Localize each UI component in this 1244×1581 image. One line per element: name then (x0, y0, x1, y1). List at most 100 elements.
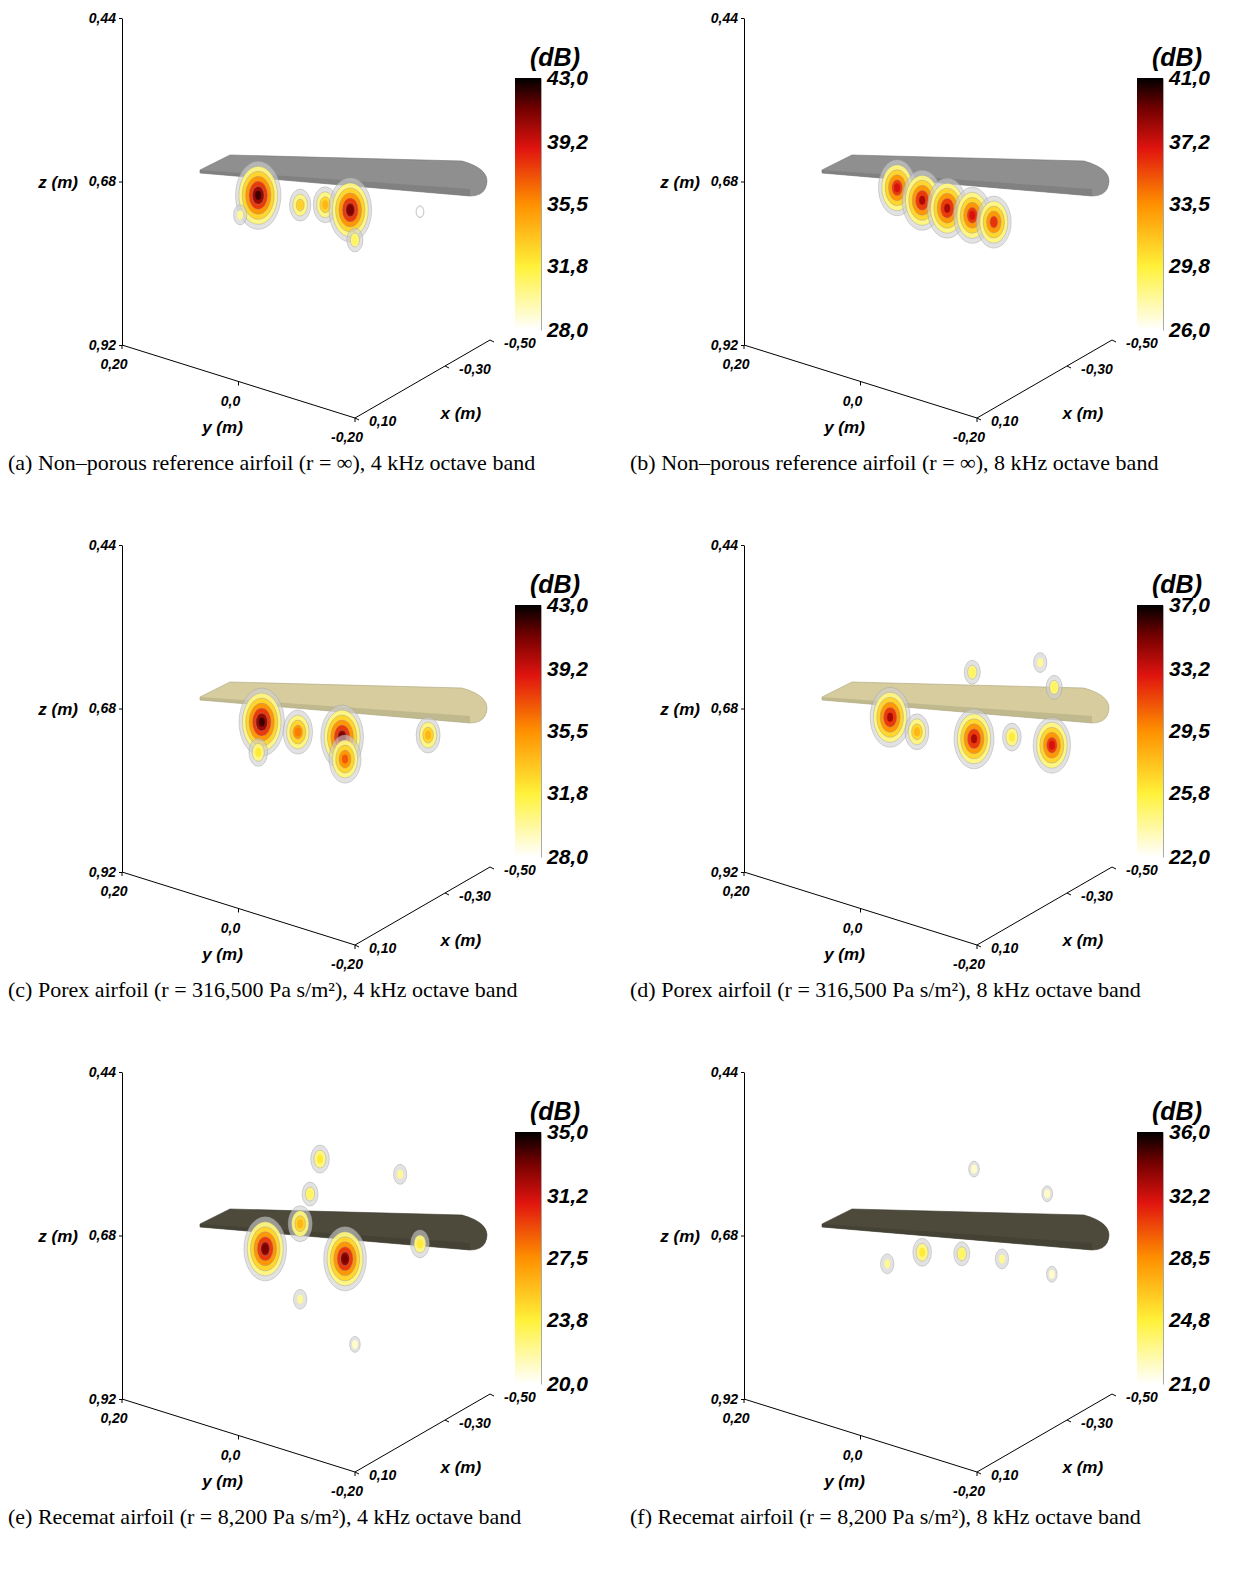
noise-source (350, 1336, 361, 1352)
source-core (322, 200, 328, 209)
z-tick: 0,68 (711, 173, 744, 189)
y-tick-mark (238, 1436, 239, 1440)
z-tick-label: 0,92 (711, 337, 738, 353)
isosurface-layer (294, 1289, 307, 1309)
y-tick-label: 0,0 (843, 393, 863, 409)
isosurface-layer (337, 1247, 353, 1271)
panel: 0,440,680,920,200,0-0,200,10-0,30-0,50z … (8, 10, 588, 475)
colorbar-tick: 32,2 (1163, 1184, 1210, 1207)
colorbar-tick: 20,0 (541, 1372, 588, 1395)
z-tick-mark (119, 18, 122, 19)
x-tick-mark (1112, 340, 1116, 342)
isosurface-layer (1034, 653, 1047, 673)
z-tick-mark (741, 709, 744, 710)
isosurface-layer (964, 724, 984, 754)
z-tick-mark (119, 545, 122, 546)
isosurface-layer (1006, 728, 1018, 746)
colorbar-tick: 31,8 (541, 254, 588, 277)
colorbar-tick: 33,5 (1163, 192, 1210, 215)
x-axis-title: x (m) (440, 1458, 482, 1477)
colorbar-tick-label: 31,2 (547, 1184, 588, 1207)
isosurface-layer (340, 1252, 349, 1266)
colorbar-tick: 23,8 (541, 1308, 588, 1331)
isosurface-layer (329, 735, 361, 783)
isosurface-layer (254, 1232, 277, 1266)
x-tick-label: -0,50 (1126, 1389, 1158, 1405)
colorbar-tick-label: 33,5 (1169, 192, 1210, 215)
colorbar-axis-line (1163, 1133, 1164, 1385)
y-tick-mark (744, 872, 745, 876)
isosurface-layer (913, 1238, 932, 1266)
y-tick-mark (860, 1436, 861, 1440)
x-tick-mark (1067, 1420, 1071, 1422)
y-tick-label: 0,20 (100, 356, 127, 372)
isosurface-layer (330, 1237, 359, 1281)
isosurface-layer (990, 216, 998, 228)
z-tick: 0,44 (711, 10, 744, 26)
x-axis: 0,10-0,30-0,50 (977, 1389, 1158, 1483)
noise-source (416, 206, 424, 218)
isosurface-layer (1050, 680, 1059, 694)
isosurface-layer (302, 1182, 318, 1206)
y-tick-mark (860, 909, 861, 913)
isosurface-layer (1033, 717, 1070, 773)
z-tick-label: 0,92 (89, 337, 116, 353)
z-axis: 0,440,680,92 (89, 537, 123, 880)
colorbar-tick: 29,5 (1163, 719, 1210, 742)
z-tick: 0,68 (711, 1227, 744, 1243)
source-core (297, 1219, 303, 1228)
source-core (1049, 1270, 1055, 1279)
noise-source (416, 717, 440, 753)
source-core (919, 196, 925, 205)
isosurface-layer (247, 1222, 283, 1276)
isosurface-layer (305, 1187, 314, 1201)
source-core (342, 1254, 348, 1263)
noise-source (1046, 675, 1062, 699)
source-core (352, 235, 358, 244)
isosurface-layer (292, 1211, 309, 1237)
isosurface-layer (242, 171, 274, 219)
x-tick-label: -0,30 (1081, 361, 1113, 377)
x-tick-label: -0,30 (1081, 888, 1113, 904)
y-axis: 0,200,0-0,20 (722, 1399, 985, 1499)
colorbar-axis: 22,025,829,533,237,0 (1163, 593, 1210, 868)
caption-line: (a) Non–porous reference airfoil (r = ∞)… (8, 450, 535, 475)
z-tick-label: 0,44 (89, 10, 116, 26)
x-tick-mark (445, 1420, 449, 1422)
source-core (991, 218, 997, 227)
source-core (919, 1248, 925, 1257)
isosurface-layer (416, 206, 424, 218)
source-core (259, 718, 265, 727)
y-tick-label: 0,0 (221, 920, 241, 936)
colorbar-title: (dB) (530, 43, 580, 71)
z-tick-mark (741, 182, 744, 183)
isosurface-layer (1043, 732, 1060, 758)
source-core (307, 1190, 313, 1199)
caption-line: (b) Non–porous reference airfoil (r = ∞)… (630, 450, 1158, 475)
y-tick-mark (238, 382, 239, 386)
z-tick: 0,92 (711, 864, 744, 880)
colorbar-tick: 31,2 (541, 1184, 588, 1207)
plot-area (200, 682, 487, 783)
isosurface-layer (295, 1216, 306, 1232)
x-tick-mark (445, 366, 449, 368)
z-tick-mark (119, 709, 122, 710)
source-core (255, 748, 261, 757)
noise-source (954, 1242, 970, 1266)
x-tick-label: -0,50 (504, 335, 536, 351)
y-tick-label: 0,0 (843, 1447, 863, 1463)
colorbar-axis: 21,024,828,532,236,0 (1163, 1120, 1210, 1395)
plot-area (200, 1145, 487, 1352)
y-tick-label: 0,0 (221, 393, 241, 409)
z-axis-title: z (m) (659, 1227, 700, 1246)
isosurface-layer (347, 228, 363, 252)
isosurface-layer (256, 713, 268, 731)
y-tick-label: 0,20 (722, 356, 749, 372)
panel: 0,440,680,920,200,0-0,200,10-0,30-0,50z … (630, 1064, 1210, 1529)
isosurface-layer (290, 189, 311, 221)
colorbar-tick: 29,8 (1163, 254, 1210, 277)
isosurface-layer (342, 198, 358, 222)
colorbar-tick-label: 35,5 (547, 719, 588, 742)
z-tick: 0,44 (89, 537, 122, 553)
z-tick-label: 0,68 (89, 1227, 116, 1243)
